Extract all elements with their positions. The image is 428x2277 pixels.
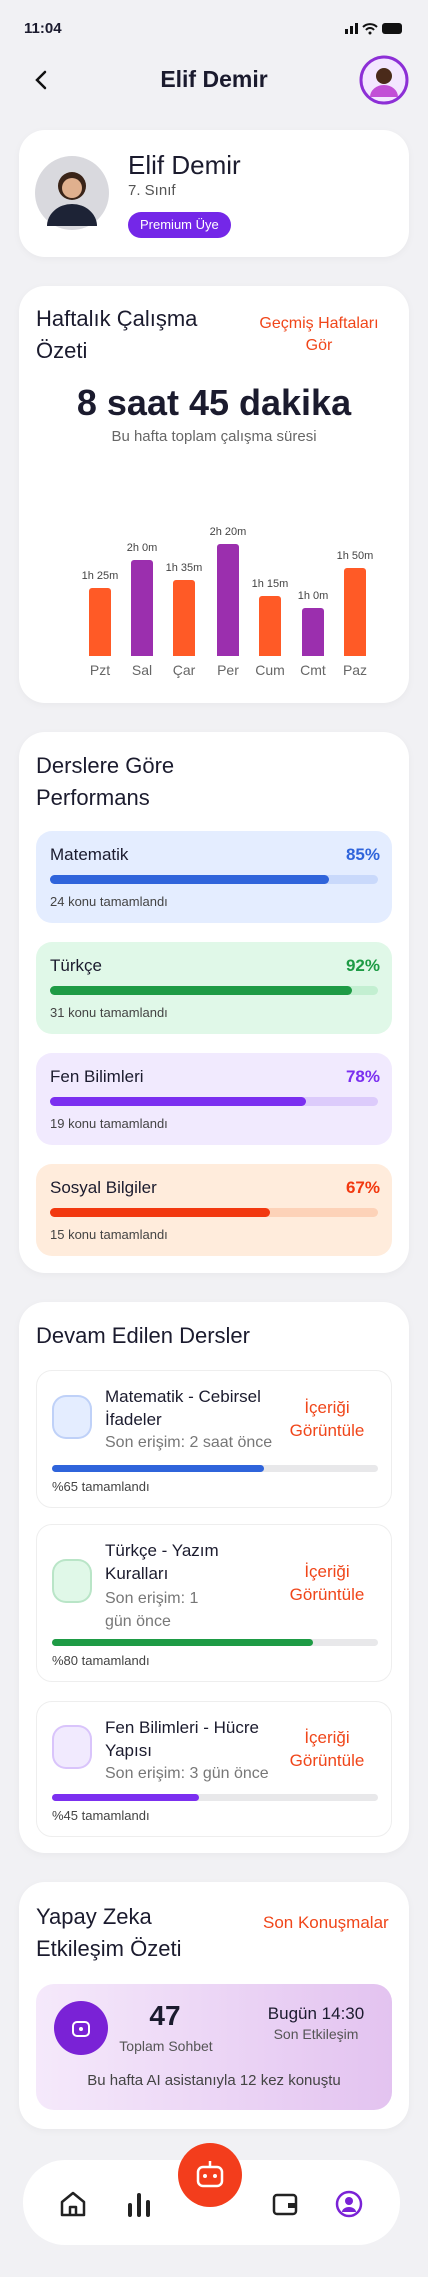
subject-percent: 78% — [345, 1067, 380, 1086]
course-progress-label: %80 tamamlandı — [52, 1653, 150, 1668]
subject-detail: 24 konu tamamlandı — [50, 894, 168, 909]
bar — [217, 544, 239, 656]
weekly-link[interactable]: Geçmiş Haftaları Gör — [259, 315, 379, 354]
status-time: 11:04 — [24, 20, 62, 37]
performance-title: Derslere Göre Performans — [36, 753, 175, 810]
course-card: Matematik - Cebirsel İfadeler Son erişim:… — [36, 1370, 392, 1508]
ai-title: Yapay Zeka Etkileşim Özeti — [36, 1904, 182, 1961]
bar-value-label: 1h 50m — [336, 550, 374, 562]
x-tick-label: Cum — [255, 662, 285, 678]
progress-bar — [50, 986, 352, 995]
course-icon — [52, 1559, 92, 1603]
course-action[interactable]: İçeriği Görüntüle — [289, 1398, 365, 1440]
profile-card: Elif Demir 7. Sınıf Premium Üye — [19, 130, 409, 257]
course-progress-label: %65 tamamlandı — [52, 1479, 150, 1494]
back-button[interactable] — [30, 68, 54, 92]
bar — [173, 580, 195, 656]
course-action[interactable]: İçeriği Görüntüle — [289, 1562, 365, 1604]
bar-value-label: 2h 0m — [126, 542, 158, 554]
course-last-access: Son erişim: 3 gün önce — [105, 1765, 269, 1782]
course-title: Türkçe - Yazım Kuralları — [105, 1541, 219, 1583]
bar-value-label: 1h 15m — [251, 578, 289, 590]
progress-bar — [52, 1639, 313, 1646]
nav-stats[interactable] — [125, 2190, 153, 2218]
subject-percent: 92% — [345, 956, 380, 975]
progress-track — [52, 1794, 378, 1801]
status-icons — [345, 23, 402, 35]
bar — [259, 596, 281, 656]
ai-link[interactable]: Son Konuşmalar — [263, 1913, 389, 1932]
weekly-total: 8 saat 45 dakika — [76, 382, 352, 423]
course-last-access: Son erişim: 2 saat önce — [105, 1434, 273, 1451]
course-title: Fen Bilimleri - Hücre Yapısı — [105, 1718, 259, 1760]
subject-name: Sosyal Bilgiler — [50, 1178, 157, 1197]
progress-bar — [50, 875, 329, 884]
course-icon — [52, 1725, 92, 1769]
nav-wallet[interactable] — [271, 2190, 299, 2218]
ai-count: 47 — [149, 2000, 181, 2031]
weekly-title: Haftalık Çalışma Özeti — [36, 306, 198, 363]
nav-assistant[interactable] — [178, 2143, 242, 2207]
ai-last-label: Son Etkileşim — [273, 2026, 359, 2042]
ai-summary-box: 47 Toplam Sohbet Bugün 14:30 Son Etkileş… — [36, 1984, 392, 2110]
ai-last-time: Bugün 14:30 — [267, 2004, 365, 2023]
bar — [302, 608, 324, 656]
ai-icon — [54, 2001, 108, 2055]
premium-badge: Premium Üye — [128, 212, 231, 238]
course-icon — [52, 1395, 92, 1439]
progress-bar — [50, 1097, 306, 1106]
course-action[interactable]: İçeriği Görüntüle — [289, 1728, 365, 1770]
course-title: Matematik - Cebirsel İfadeler — [105, 1387, 261, 1429]
profile-grade: 7. Sınıf — [128, 182, 176, 199]
course-last-access: Son erişim: 1 gün önce — [105, 1590, 199, 1630]
x-tick-label: Paz — [342, 662, 368, 678]
bar-value-label: 2h 20m — [209, 526, 247, 538]
subject-card: Türkçe 92% 31 konu tamamlandı — [36, 942, 392, 1034]
header-title: Elif Demir — [160, 66, 268, 92]
subject-name: Matematik — [50, 845, 129, 864]
courses-title: Devam Edilen Dersler — [36, 1323, 250, 1348]
ai-count-label: Toplam Sohbet — [119, 2038, 213, 2054]
x-tick-label: Per — [217, 662, 239, 678]
header-avatar[interactable] — [359, 55, 409, 105]
subject-name: Fen Bilimleri — [50, 1067, 144, 1086]
subject-card: Fen Bilimleri 78% 19 konu tamamlandı — [36, 1053, 392, 1145]
weekly-subtitle: Bu hafta toplam çalışma süresi — [111, 428, 317, 445]
x-tick-label: Sal — [131, 662, 153, 678]
nav-home[interactable] — [59, 2190, 87, 2218]
subject-card: Matematik 85% 24 konu tamamlandı — [36, 831, 392, 923]
profile-avatar — [35, 156, 109, 230]
progress-bar — [52, 1794, 199, 1801]
x-tick-label: Cmt — [300, 662, 326, 678]
progress-bar — [50, 1208, 270, 1217]
subject-name: Türkçe — [50, 956, 102, 975]
bar — [89, 588, 111, 656]
performance-card: Derslere Göre Performans Matematik 85% 24 … — [19, 732, 409, 1273]
subject-detail: 15 konu tamamlandı — [50, 1227, 168, 1242]
course-progress-label: %45 tamamlandı — [52, 1808, 150, 1823]
bar — [344, 568, 366, 656]
ai-summary: Bu hafta AI asistanıyla 12 kez konuştu — [87, 2072, 341, 2089]
nav-profile[interactable] — [334, 2189, 364, 2219]
profile-name: Elif Demir — [128, 150, 241, 180]
x-tick-label: Çar — [172, 662, 196, 678]
course-card: Fen Bilimleri - Hücre Yapısı Son erişim: … — [36, 1701, 392, 1837]
subject-percent: 85% — [345, 845, 380, 864]
bar-value-label: 1h 35m — [165, 562, 203, 574]
progress-bar — [52, 1465, 264, 1472]
subject-percent: 67% — [345, 1178, 380, 1197]
subject-detail: 19 konu tamamlandı — [50, 1116, 168, 1131]
courses-card: Devam Edilen Dersler Matematik - Cebirse… — [19, 1302, 409, 1853]
weekly-chart: 1h 25m Pzt 2h 0m Sal 1h 35m Çar 2h 20m Per 1h 15… — [19, 286, 409, 703]
subject-detail: 31 konu tamamlandı — [50, 1005, 168, 1020]
weekly-card: Haftalık Çalışma Özeti Geçmiş Haftaları … — [19, 286, 409, 703]
bar-value-label: 1h 0m — [297, 590, 329, 602]
course-card: Türkçe - Yazım Kuralları Son erişim: 1 gü… — [36, 1524, 392, 1682]
x-tick-label: Pzt — [89, 662, 111, 678]
ai-card: Yapay Zeka Etkileşim Özeti Son Konuşmala… — [19, 1882, 409, 2129]
bar — [131, 560, 153, 656]
subject-card: Sosyal Bilgiler 67% 15 konu tamamlandı — [36, 1164, 392, 1256]
bar-value-label: 1h 25m — [81, 570, 119, 582]
